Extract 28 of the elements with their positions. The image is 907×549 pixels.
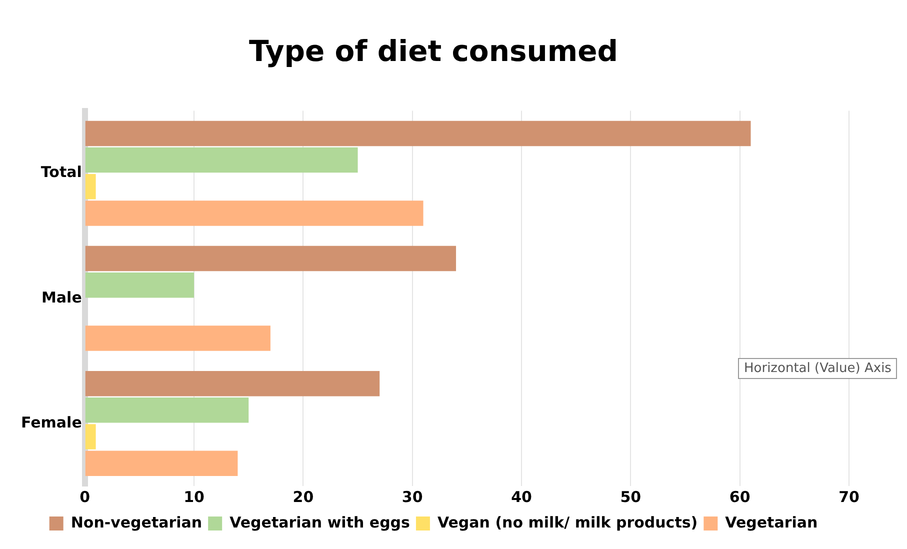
y-tick-label: Female <box>20 413 82 432</box>
x-tick-label: 30 <box>402 488 423 506</box>
bar <box>85 370 380 396</box>
legend-label: Vegetarian with eggs <box>230 513 410 532</box>
legend-label: Non-vegetarian <box>70 513 202 532</box>
bar <box>85 174 96 200</box>
bar <box>85 120 751 146</box>
bar <box>85 200 424 226</box>
bar <box>85 147 358 173</box>
bar <box>85 450 238 476</box>
x-tick-label: 50 <box>620 488 642 506</box>
bar <box>85 398 249 423</box>
x-tick-label: 20 <box>292 488 314 506</box>
x-tick-label: 60 <box>729 488 750 506</box>
annotation: Horizontal (Value) Axis <box>738 358 898 379</box>
x-tick-label: 70 <box>838 488 860 506</box>
x-tick-label: 0 <box>80 488 90 506</box>
bar <box>85 272 194 298</box>
bar <box>85 246 456 272</box>
bar <box>85 326 270 351</box>
y-tick-label: Total <box>40 163 82 182</box>
x-tick-label: 10 <box>184 488 204 506</box>
chart-title: Type of diet consumed <box>248 34 618 68</box>
legend-label: Vegan (no milk/ milk products) <box>437 513 698 532</box>
x-tick-label: 40 <box>511 488 532 506</box>
y-tick-label: Male <box>42 288 82 306</box>
bar <box>85 424 96 450</box>
legend-label: Vegetarian <box>725 513 818 532</box>
